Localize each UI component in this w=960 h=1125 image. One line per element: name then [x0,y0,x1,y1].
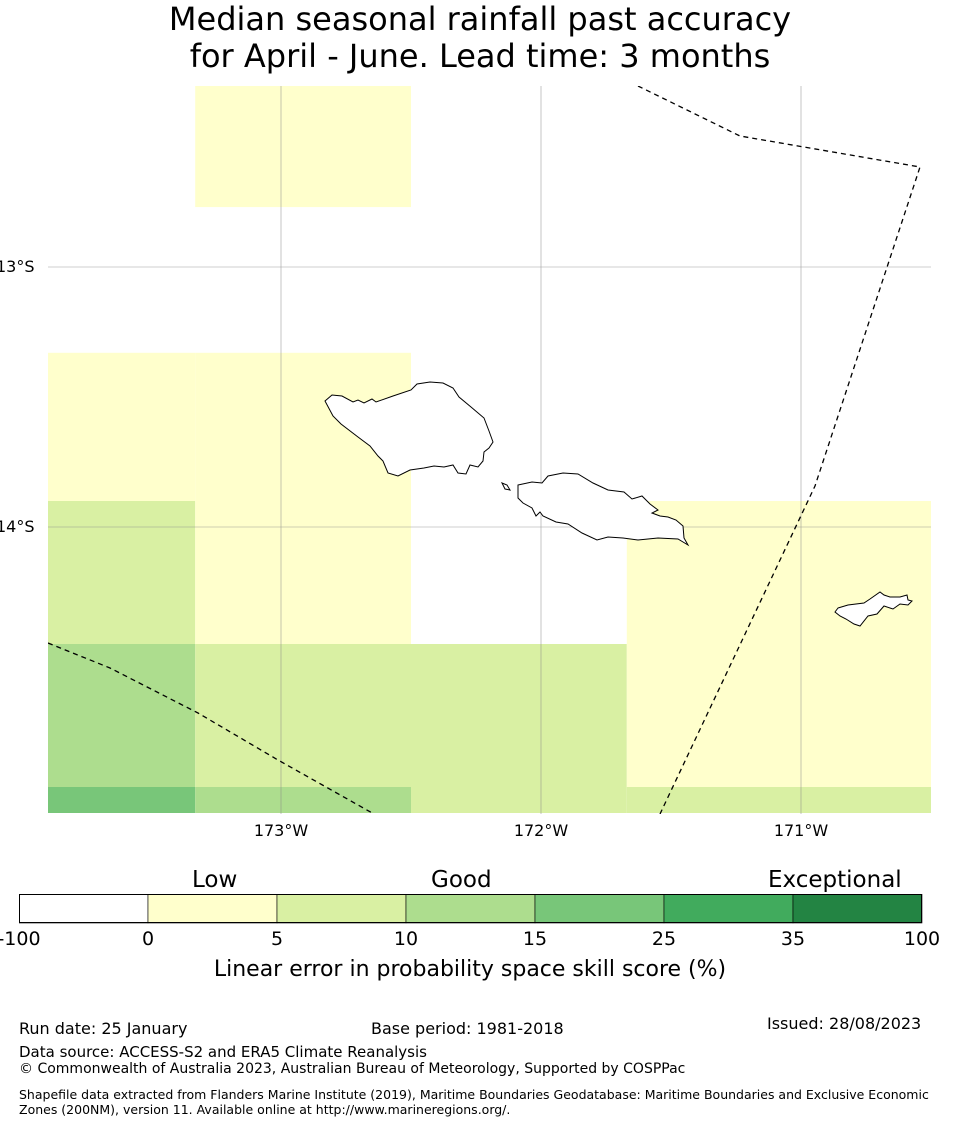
manono-islet-outline [500,482,512,491]
skill-cell-r5-c2 [411,787,627,813]
island-outlines [324,381,913,627]
skill-cell-r0-c2 [411,86,627,208]
skill-cell-r1-c3 [626,207,931,353]
lon-label-171w: 171°W [773,821,829,840]
savaii-island-outline [324,381,494,477]
colorbar-swatch-3 [405,894,536,924]
copyright-notice: © Commonwealth of Australia 2023, Austra… [19,1061,686,1077]
colorbar-category-good: Good [431,867,492,893]
lon-label-173w: 173°W [253,821,309,840]
colorbar-swatches [19,894,923,924]
eez-boundary-northeast [637,86,921,814]
skill-cell-r1-c0 [48,207,196,353]
colorbar-tick-5: 25 [651,928,677,950]
colorbar-swatch-5 [663,894,794,924]
colorbar-category-exceptional: Exceptional [768,867,902,893]
skill-cell-r1-c1 [195,207,411,353]
data-source: Data source: ACCESS-S2 and ERA5 Climate … [19,1043,427,1061]
skill-cell-r4-c2 [411,644,627,787]
colorbar-swatch-2 [276,894,407,924]
skill-cell-r0-c0 [48,86,196,208]
colorbar-tick-4: 15 [522,928,548,950]
tutuila-island-outline [834,591,913,627]
skill-cell-r3-c0 [48,501,196,644]
shapefile-attribution: Shapefile data extracted from Flanders M… [19,1087,929,1117]
skill-cell-r5-c1 [195,787,411,813]
lat-label-13s: 13°S [0,257,35,276]
colorbar-tick-2: 5 [270,928,284,950]
skill-cell-r4-c0 [48,644,196,787]
colorbar-label: Linear error in probability space skill … [213,957,727,982]
colorbar-tick-1: 0 [141,928,155,950]
skill-map [48,86,931,814]
skill-cell-r4-c1 [195,644,411,787]
skill-cell-r0-c1 [195,86,411,208]
upolu-island-outline [517,472,690,547]
colorbar-tick-0: -100 [0,928,41,950]
skill-cell-r5-c3 [626,787,931,813]
skill-grid-cells [48,86,931,813]
colorbar-swatch-0 [19,894,149,924]
colorbar-frame [19,894,922,923]
map-title-line2: for April - June. Lead time: 3 months [189,37,771,75]
colorbar-category-low: Low [192,867,238,893]
run-date: Run date: 25 January [19,1019,188,1038]
maritime-boundaries [48,86,921,814]
skill-cell-r0-c3 [626,86,931,208]
colorbar-swatch-6 [792,894,923,924]
skill-cell-r3-c1 [195,501,411,644]
colorbar-swatch-1 [147,894,278,924]
map-gridlines [48,86,931,814]
lat-label-14s: 14°S [0,517,35,536]
issued-date: Issued: 28/08/2023 [767,1014,922,1033]
skill-cell-r5-c0 [48,787,196,813]
colorbar [19,894,923,924]
colorbar-swatch-4 [534,894,665,924]
eez-boundary-southwest [48,642,375,814]
colorbar-tick-6: 35 [780,928,806,950]
map-title-line1: Median seasonal rainfall past accuracy [168,0,792,38]
skill-cell-r2-c0 [48,352,196,501]
lon-label-172w: 172°W [513,821,569,840]
colorbar-tick-7: 100 [903,928,941,950]
skill-cell-r1-c2 [411,207,627,353]
skill-cell-r4-c3 [626,644,931,787]
skill-cell-r2-c3 [626,352,931,501]
base-period: Base period: 1981-2018 [371,1019,564,1038]
colorbar-tick-3: 10 [393,928,419,950]
